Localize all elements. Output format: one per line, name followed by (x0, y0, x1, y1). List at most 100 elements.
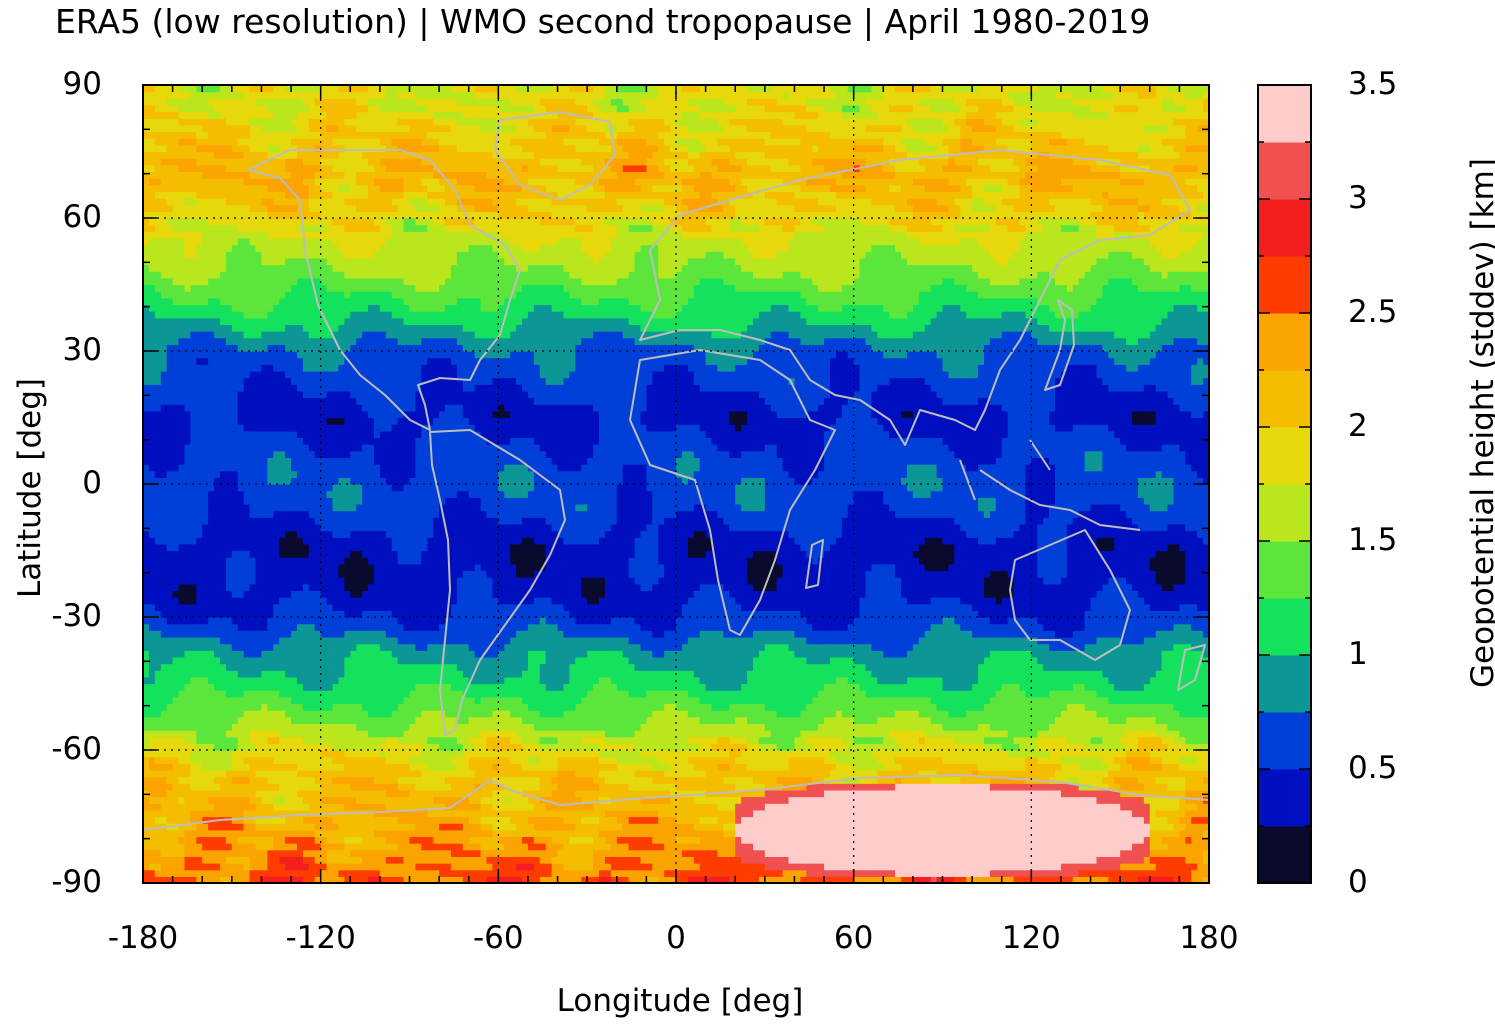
heatmap-cell (989, 789, 997, 798)
heatmap-cell (237, 789, 245, 798)
heatmap-cell (356, 816, 363, 824)
heatmap-cell (267, 776, 274, 784)
heatmap-cell (729, 843, 736, 851)
heatmap-cell (291, 696, 298, 705)
heatmap-cell (966, 823, 973, 831)
heatmap-cell (172, 809, 180, 818)
heatmap-cell (693, 769, 701, 778)
heatmap-cell (397, 836, 405, 844)
heatmap-cell (877, 743, 884, 751)
heatmap-cell (1108, 783, 1115, 791)
heatmap-cell (1155, 716, 1163, 724)
heatmap-cell (942, 710, 950, 718)
heatmap-cell (1155, 750, 1163, 758)
heatmap-cell (966, 716, 973, 724)
heatmap-cell (279, 763, 286, 771)
heatmap-cell (504, 696, 511, 705)
heatmap-cell (1149, 750, 1157, 758)
heatmap-cell (391, 809, 399, 818)
heatmap-cell (901, 836, 908, 844)
heatmap-cell (320, 836, 328, 844)
heatmap-cell (148, 829, 156, 838)
heatmap-cell (676, 796, 683, 804)
heatmap-cell (332, 769, 340, 778)
heatmap-cell (308, 856, 316, 864)
heatmap-cell (196, 856, 203, 864)
heatmap-cell (1102, 776, 1109, 784)
heatmap-cell (468, 816, 476, 824)
heatmap-cell (1149, 796, 1157, 804)
heatmap-cell (741, 869, 748, 877)
heatmap-cell (829, 723, 837, 731)
heatmap-cell (841, 869, 849, 877)
heatmap-cell (456, 816, 464, 824)
heatmap-cell (545, 803, 553, 811)
heatmap-cell (569, 809, 576, 818)
heatmap-cell (800, 750, 807, 758)
heatmap-cell (1167, 876, 1175, 883)
heatmap-cell (978, 736, 985, 744)
heatmap-cell (569, 763, 576, 771)
heatmap-cell (989, 849, 997, 857)
heatmap-cell (752, 750, 760, 758)
heatmap-cell (1191, 849, 1198, 857)
heatmap-cell (326, 816, 334, 824)
heatmap-cell (1185, 789, 1192, 798)
heatmap-cell (338, 863, 345, 871)
heatmap-cell (1161, 716, 1169, 724)
heatmap-cell (249, 776, 257, 784)
heatmap-cell (581, 856, 588, 864)
heatmap-cell (575, 723, 582, 731)
heatmap-cell (752, 809, 760, 818)
heatmap-cell (445, 750, 452, 758)
heatmap-cell (415, 843, 422, 851)
heatmap-cell (818, 809, 825, 818)
heatmap-cell (1060, 876, 1068, 883)
heatmap-cell (1137, 743, 1145, 751)
heatmap-cell (320, 803, 328, 811)
heatmap-cell (865, 750, 873, 758)
heatmap-cell (474, 743, 482, 751)
heatmap-cell (1090, 710, 1098, 718)
heatmap-cell (681, 816, 689, 824)
heatmap-cell (587, 710, 594, 718)
heatmap-cell (664, 723, 671, 731)
heatmap-cell (409, 796, 417, 804)
heatmap-cell (954, 716, 961, 724)
heatmap-cell (178, 876, 186, 883)
heatmap-cell (1025, 783, 1032, 791)
heatmap-cell (1126, 809, 1133, 818)
heatmap-cell (954, 710, 961, 718)
heatmap-cell (1060, 783, 1068, 791)
heatmap-cell (279, 809, 286, 818)
heatmap-cell (1066, 783, 1074, 791)
heatmap-cell (527, 769, 535, 778)
heatmap-cell (972, 756, 979, 764)
heatmap-cell (563, 836, 570, 844)
heatmap-cell (1161, 849, 1169, 857)
heatmap-cell (895, 789, 902, 798)
heatmap-cell (480, 743, 488, 751)
heatmap-cell (1167, 736, 1175, 744)
heatmap-cell (279, 843, 286, 851)
heatmap-cell (1013, 863, 1021, 871)
heatmap-cell (243, 723, 251, 731)
heatmap-cell (373, 856, 381, 864)
heatmap-cell (143, 856, 150, 864)
heatmap-cell (350, 730, 357, 738)
heatmap-cell (1161, 730, 1169, 738)
heatmap-cell (1155, 823, 1163, 831)
heatmap-cell (1120, 796, 1127, 804)
heatmap-cell (865, 843, 873, 851)
heatmap-cell (1203, 743, 1209, 751)
heatmap-cell (1120, 730, 1127, 738)
heatmap-cell (930, 863, 938, 871)
heatmap-cell (569, 776, 576, 784)
heatmap-cell (373, 783, 381, 791)
heatmap-cell (871, 849, 878, 857)
heatmap-cell (628, 716, 636, 724)
heatmap-cell (587, 750, 594, 758)
heatmap-cell (527, 730, 535, 738)
heatmap-cell (557, 716, 565, 724)
heatmap-cell (717, 769, 724, 778)
